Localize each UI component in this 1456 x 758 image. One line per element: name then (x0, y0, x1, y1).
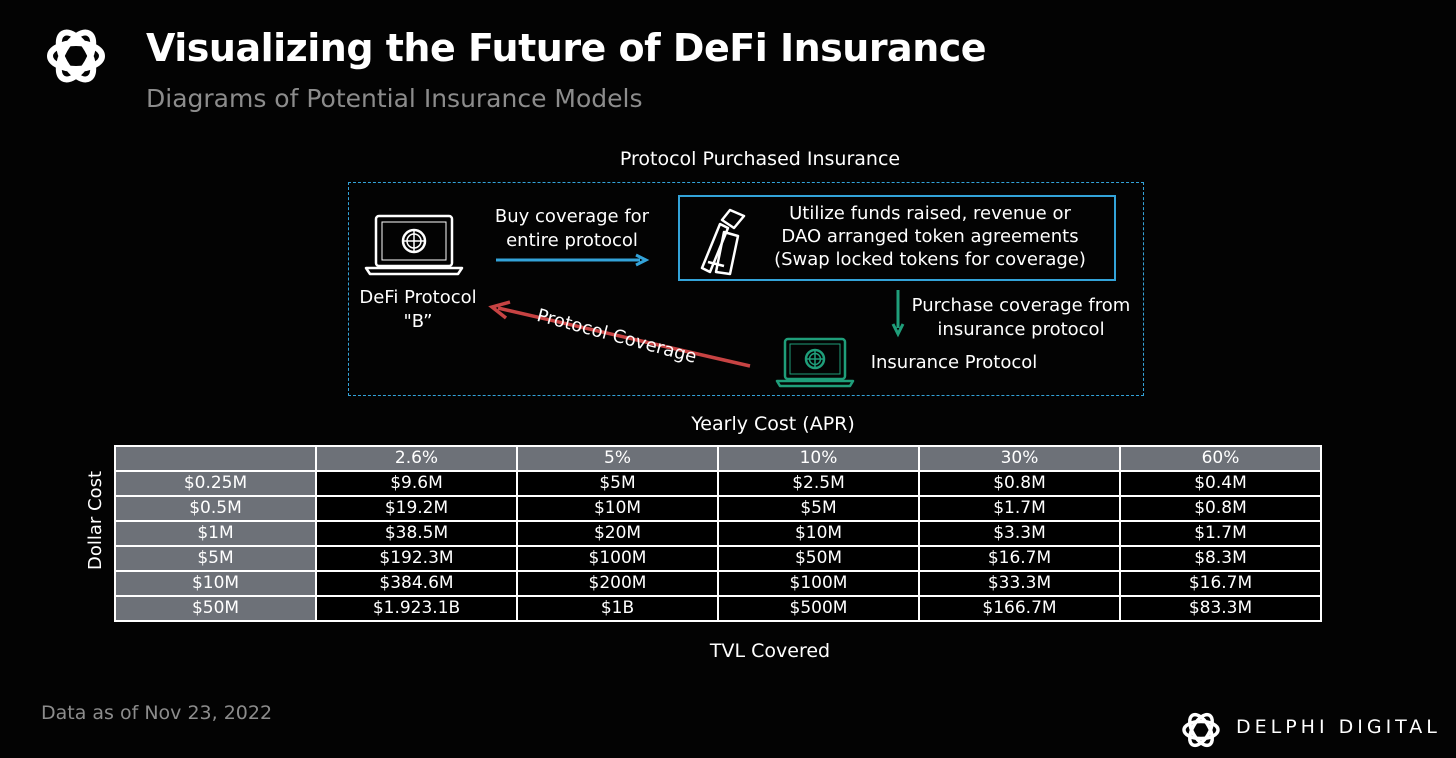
table-row: $0.5M $19.2M $10M $5M $1.7M $0.8M (114, 495, 1322, 522)
purchase-coverage-arrow (890, 288, 906, 338)
table-cell: $192.3M (315, 545, 518, 572)
table-cell: $38.5M (315, 520, 518, 547)
token-stack-icon (694, 206, 752, 276)
column-header: 5% (516, 445, 719, 472)
table-cell: $2.5M (717, 470, 920, 497)
table-cell: $0.8M (918, 470, 1121, 497)
table-cell: $1.923.1B (315, 595, 518, 622)
table-cell: $1.7M (918, 495, 1121, 522)
table-cell: $5M (717, 495, 920, 522)
cost-table: 2.6% 5% 10% 30% 60% $0.25M $9.6M $5M $2.… (114, 445, 1322, 622)
data-date-note: Data as of Nov 23, 2022 (41, 702, 273, 724)
row-axis-label: Dollar Cost (85, 470, 106, 570)
table-cell: $3.3M (918, 520, 1121, 547)
page-title: Visualizing the Future of DeFi Insurance (146, 26, 987, 70)
row-header: $1M (114, 520, 317, 547)
table-caption: Yearly Cost (APR) (691, 413, 855, 435)
brand-name: DELPHI DIGITAL (1236, 716, 1441, 738)
table-cell: $384.6M (315, 570, 518, 597)
buy-coverage-label: Buy coverage for entire protocol (494, 206, 650, 251)
table-cell: $1.7M (1119, 520, 1322, 547)
insurance-protocol-laptop-icon (774, 336, 856, 390)
table-row: $50M $1.923.1B $1B $500M $166.7M $83.3M (114, 595, 1322, 622)
diagram-title: Protocol Purchased Insurance (619, 148, 901, 170)
table-cell: $50M (717, 545, 920, 572)
table-cell: $5M (516, 470, 719, 497)
table-cell: $200M (516, 570, 719, 597)
table-cell: $0.4M (1119, 470, 1322, 497)
page-subtitle: Diagrams of Potential Insurance Models (146, 84, 643, 113)
buy-coverage-arrow (494, 252, 650, 268)
row-header: $5M (114, 545, 317, 572)
table-cell: $16.7M (918, 545, 1121, 572)
column-header: 10% (717, 445, 920, 472)
table-corner-cell (114, 445, 317, 472)
row-header: $10M (114, 570, 317, 597)
delphi-brand-icon (1178, 708, 1224, 752)
table-cell: $20M (516, 520, 719, 547)
purchase-coverage-label: Purchase coverage from insurance protoco… (911, 295, 1131, 340)
row-header: $0.25M (114, 470, 317, 497)
table-cell: $8.3M (1119, 545, 1322, 572)
column-header: 30% (918, 445, 1121, 472)
table-cell: $100M (516, 545, 719, 572)
diagram-frame (348, 182, 1144, 396)
table-cell: $1B (516, 595, 719, 622)
funds-label: Utilize funds raised, revenue or DAO arr… (774, 203, 1086, 270)
row-header: $50M (114, 595, 317, 622)
table-cell: $83.3M (1119, 595, 1322, 622)
table-cell: $500M (717, 595, 920, 622)
column-header: 2.6% (315, 445, 518, 472)
table-cell: $10M (717, 520, 920, 547)
defi-protocol-label: DeFi Protocol "B” (359, 287, 477, 332)
table-cell: $19.2M (315, 495, 518, 522)
insurance-protocol-label: Insurance Protocol (870, 352, 1038, 373)
table-cell: $9.6M (315, 470, 518, 497)
table-row: $5M $192.3M $100M $50M $16.7M $8.3M (114, 545, 1322, 572)
table-row: $1M $38.5M $20M $10M $3.3M $1.7M (114, 520, 1322, 547)
table-cell: $10M (516, 495, 719, 522)
table-header-row: 2.6% 5% 10% 30% 60% (114, 445, 1322, 472)
protocol-coverage-arrow (484, 296, 754, 372)
funds-box (678, 195, 1116, 281)
delphi-logo-icon (38, 20, 144, 92)
tvl-covered-label: TVL Covered (709, 640, 831, 662)
table-cell: $16.7M (1119, 570, 1322, 597)
table-cell: $33.3M (918, 570, 1121, 597)
column-header: 60% (1119, 445, 1322, 472)
table-row: $10M $384.6M $200M $100M $33.3M $16.7M (114, 570, 1322, 597)
table-cell: $166.7M (918, 595, 1121, 622)
table-row: $0.25M $9.6M $5M $2.5M $0.8M $0.4M (114, 470, 1322, 497)
defi-protocol-laptop-icon (362, 212, 466, 280)
table-cell: $100M (717, 570, 920, 597)
table-cell: $0.8M (1119, 495, 1322, 522)
row-header: $0.5M (114, 495, 317, 522)
